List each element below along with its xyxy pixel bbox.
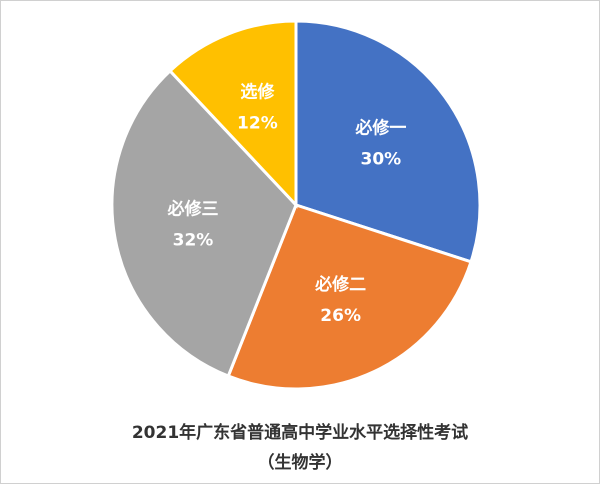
slice-label: 必修二 <box>314 274 366 295</box>
slice-label: 必修一 <box>354 117 406 138</box>
pie-slice <box>167 19 298 209</box>
value-label: 26% <box>320 306 361 326</box>
value-label: 30% <box>360 149 401 169</box>
slice-label: 选修 <box>240 81 275 102</box>
value-label: 12% <box>237 113 278 133</box>
chart-title: 2021年广东省普通高中学业水平选择性考试 <box>132 422 468 443</box>
chart-subtitle: （生物学） <box>258 452 343 473</box>
slice-label: 必修三 <box>166 199 218 220</box>
pie-slice <box>294 19 482 264</box>
pie-slice <box>110 68 298 379</box>
value-label: 32% <box>173 231 214 251</box>
pie-slice <box>226 203 473 391</box>
